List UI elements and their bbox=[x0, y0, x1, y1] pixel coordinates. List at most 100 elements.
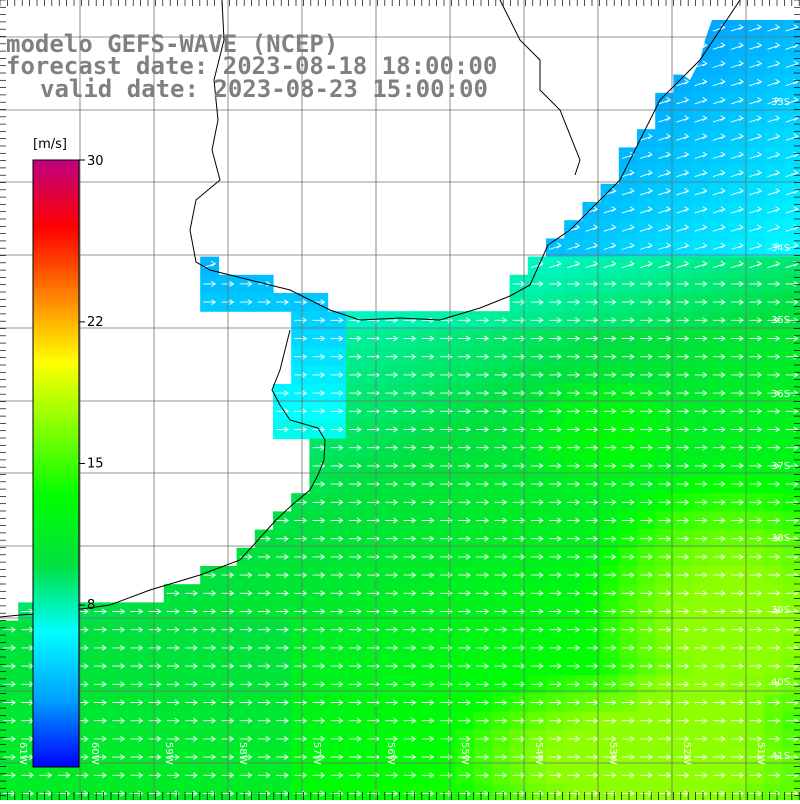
wind-arrow bbox=[749, 590, 763, 597]
wind-arrow bbox=[403, 645, 417, 651]
wind-arrow bbox=[148, 717, 162, 724]
wind-arrow bbox=[658, 242, 672, 250]
wind-arrow bbox=[730, 151, 744, 159]
wind-arrow bbox=[731, 645, 744, 651]
wind-arrow bbox=[585, 353, 599, 360]
wind-cell bbox=[127, 784, 147, 804]
wind-arrow bbox=[221, 736, 235, 742]
wind-arrow bbox=[749, 24, 763, 32]
wind-arrow bbox=[603, 444, 617, 451]
wind-arrow bbox=[276, 736, 289, 742]
wind-cell bbox=[236, 784, 256, 804]
wind-arrow bbox=[75, 790, 89, 797]
wind-arrow bbox=[348, 754, 362, 760]
wind-arrow bbox=[694, 281, 708, 287]
wind-arrow bbox=[239, 626, 253, 633]
wind-arrow bbox=[767, 133, 781, 141]
wind-arrow bbox=[276, 645, 289, 651]
wind-arrow bbox=[567, 390, 581, 396]
wind-arrow bbox=[276, 590, 289, 597]
wind-arrow bbox=[585, 572, 599, 578]
wind-arrow bbox=[549, 681, 562, 688]
wind-arrow bbox=[658, 645, 672, 651]
wind-arrow bbox=[312, 590, 326, 597]
wind-arrow bbox=[476, 608, 490, 615]
wind-arrow bbox=[530, 317, 544, 324]
wind-arrow bbox=[221, 754, 235, 760]
wind-arrow bbox=[148, 645, 162, 651]
wind-arrow bbox=[731, 626, 744, 633]
wind-arrow bbox=[640, 299, 653, 305]
wind-arrow bbox=[712, 626, 726, 633]
wind-arrow bbox=[421, 590, 435, 597]
wind-arrow bbox=[767, 169, 781, 178]
wind-arrow bbox=[294, 572, 308, 578]
wind-arrow bbox=[257, 699, 271, 706]
wind-arrow bbox=[549, 554, 562, 560]
wind-cell bbox=[36, 784, 56, 804]
wind-arrow bbox=[694, 78, 708, 87]
wind-arrow bbox=[712, 535, 726, 542]
wind-arrow bbox=[549, 535, 562, 542]
wind-arrow bbox=[658, 608, 672, 615]
wind-arrow bbox=[367, 481, 380, 487]
wind-arrow bbox=[421, 372, 435, 378]
wind-arrow bbox=[621, 717, 635, 724]
wind-arrow bbox=[712, 24, 726, 32]
wind-arrow bbox=[658, 535, 672, 542]
wind-arrow bbox=[567, 408, 581, 415]
wind-arrow bbox=[621, 554, 635, 560]
wind-arrow bbox=[676, 554, 690, 560]
wind-arrow bbox=[712, 681, 726, 688]
wind-arrow bbox=[257, 772, 271, 779]
wind-arrow bbox=[367, 535, 380, 542]
wind-arrow bbox=[530, 408, 544, 415]
wind-arrow bbox=[385, 353, 399, 360]
wind-arrow bbox=[712, 317, 726, 324]
wind-arrow bbox=[512, 754, 526, 760]
wind-arrow bbox=[694, 242, 708, 250]
wind-cell bbox=[254, 784, 274, 804]
wind-arrow bbox=[694, 151, 708, 159]
wind-arrow bbox=[585, 535, 599, 542]
wind-arrow bbox=[166, 681, 180, 688]
wind-arrow bbox=[3, 717, 16, 724]
wind-arrow bbox=[712, 372, 726, 378]
longitude-label: 53W bbox=[607, 742, 618, 765]
wind-arrow bbox=[476, 699, 490, 706]
wind-arrow bbox=[767, 42, 781, 50]
wind-arrow bbox=[367, 372, 380, 378]
wind-arrow bbox=[421, 390, 435, 396]
wind-arrow bbox=[312, 626, 326, 633]
wind-arrow bbox=[549, 772, 562, 779]
wind-arrow bbox=[585, 554, 599, 560]
wind-arrow bbox=[603, 663, 617, 669]
wind-arrow bbox=[130, 608, 144, 615]
wind-arrow bbox=[330, 481, 344, 487]
wind-arrow bbox=[239, 736, 253, 742]
wind-arrow bbox=[639, 188, 653, 196]
wind-arrow bbox=[603, 499, 617, 506]
wind-arrow bbox=[749, 224, 763, 232]
wind-arrow bbox=[567, 754, 581, 760]
coastline-path bbox=[0, 0, 741, 618]
wind-arrow bbox=[585, 517, 599, 524]
wind-arrow bbox=[621, 499, 635, 506]
wind-arrow bbox=[767, 60, 781, 68]
wind-arrow bbox=[567, 772, 581, 779]
wind-arrow bbox=[640, 754, 653, 760]
wind-arrow bbox=[185, 717, 198, 724]
wind-arrow bbox=[640, 554, 653, 560]
wind-arrow bbox=[767, 463, 781, 469]
wind-arrow bbox=[367, 390, 380, 396]
wind-arrow bbox=[221, 772, 235, 779]
wind-arrow bbox=[767, 353, 781, 360]
wind-arrow bbox=[512, 463, 526, 469]
wind-arrow bbox=[749, 681, 763, 688]
wind-arrow bbox=[767, 554, 781, 560]
wind-arrow bbox=[767, 24, 781, 32]
wind-arrow bbox=[94, 663, 107, 669]
wind-arrow bbox=[385, 390, 399, 396]
wind-arrow bbox=[549, 626, 562, 633]
